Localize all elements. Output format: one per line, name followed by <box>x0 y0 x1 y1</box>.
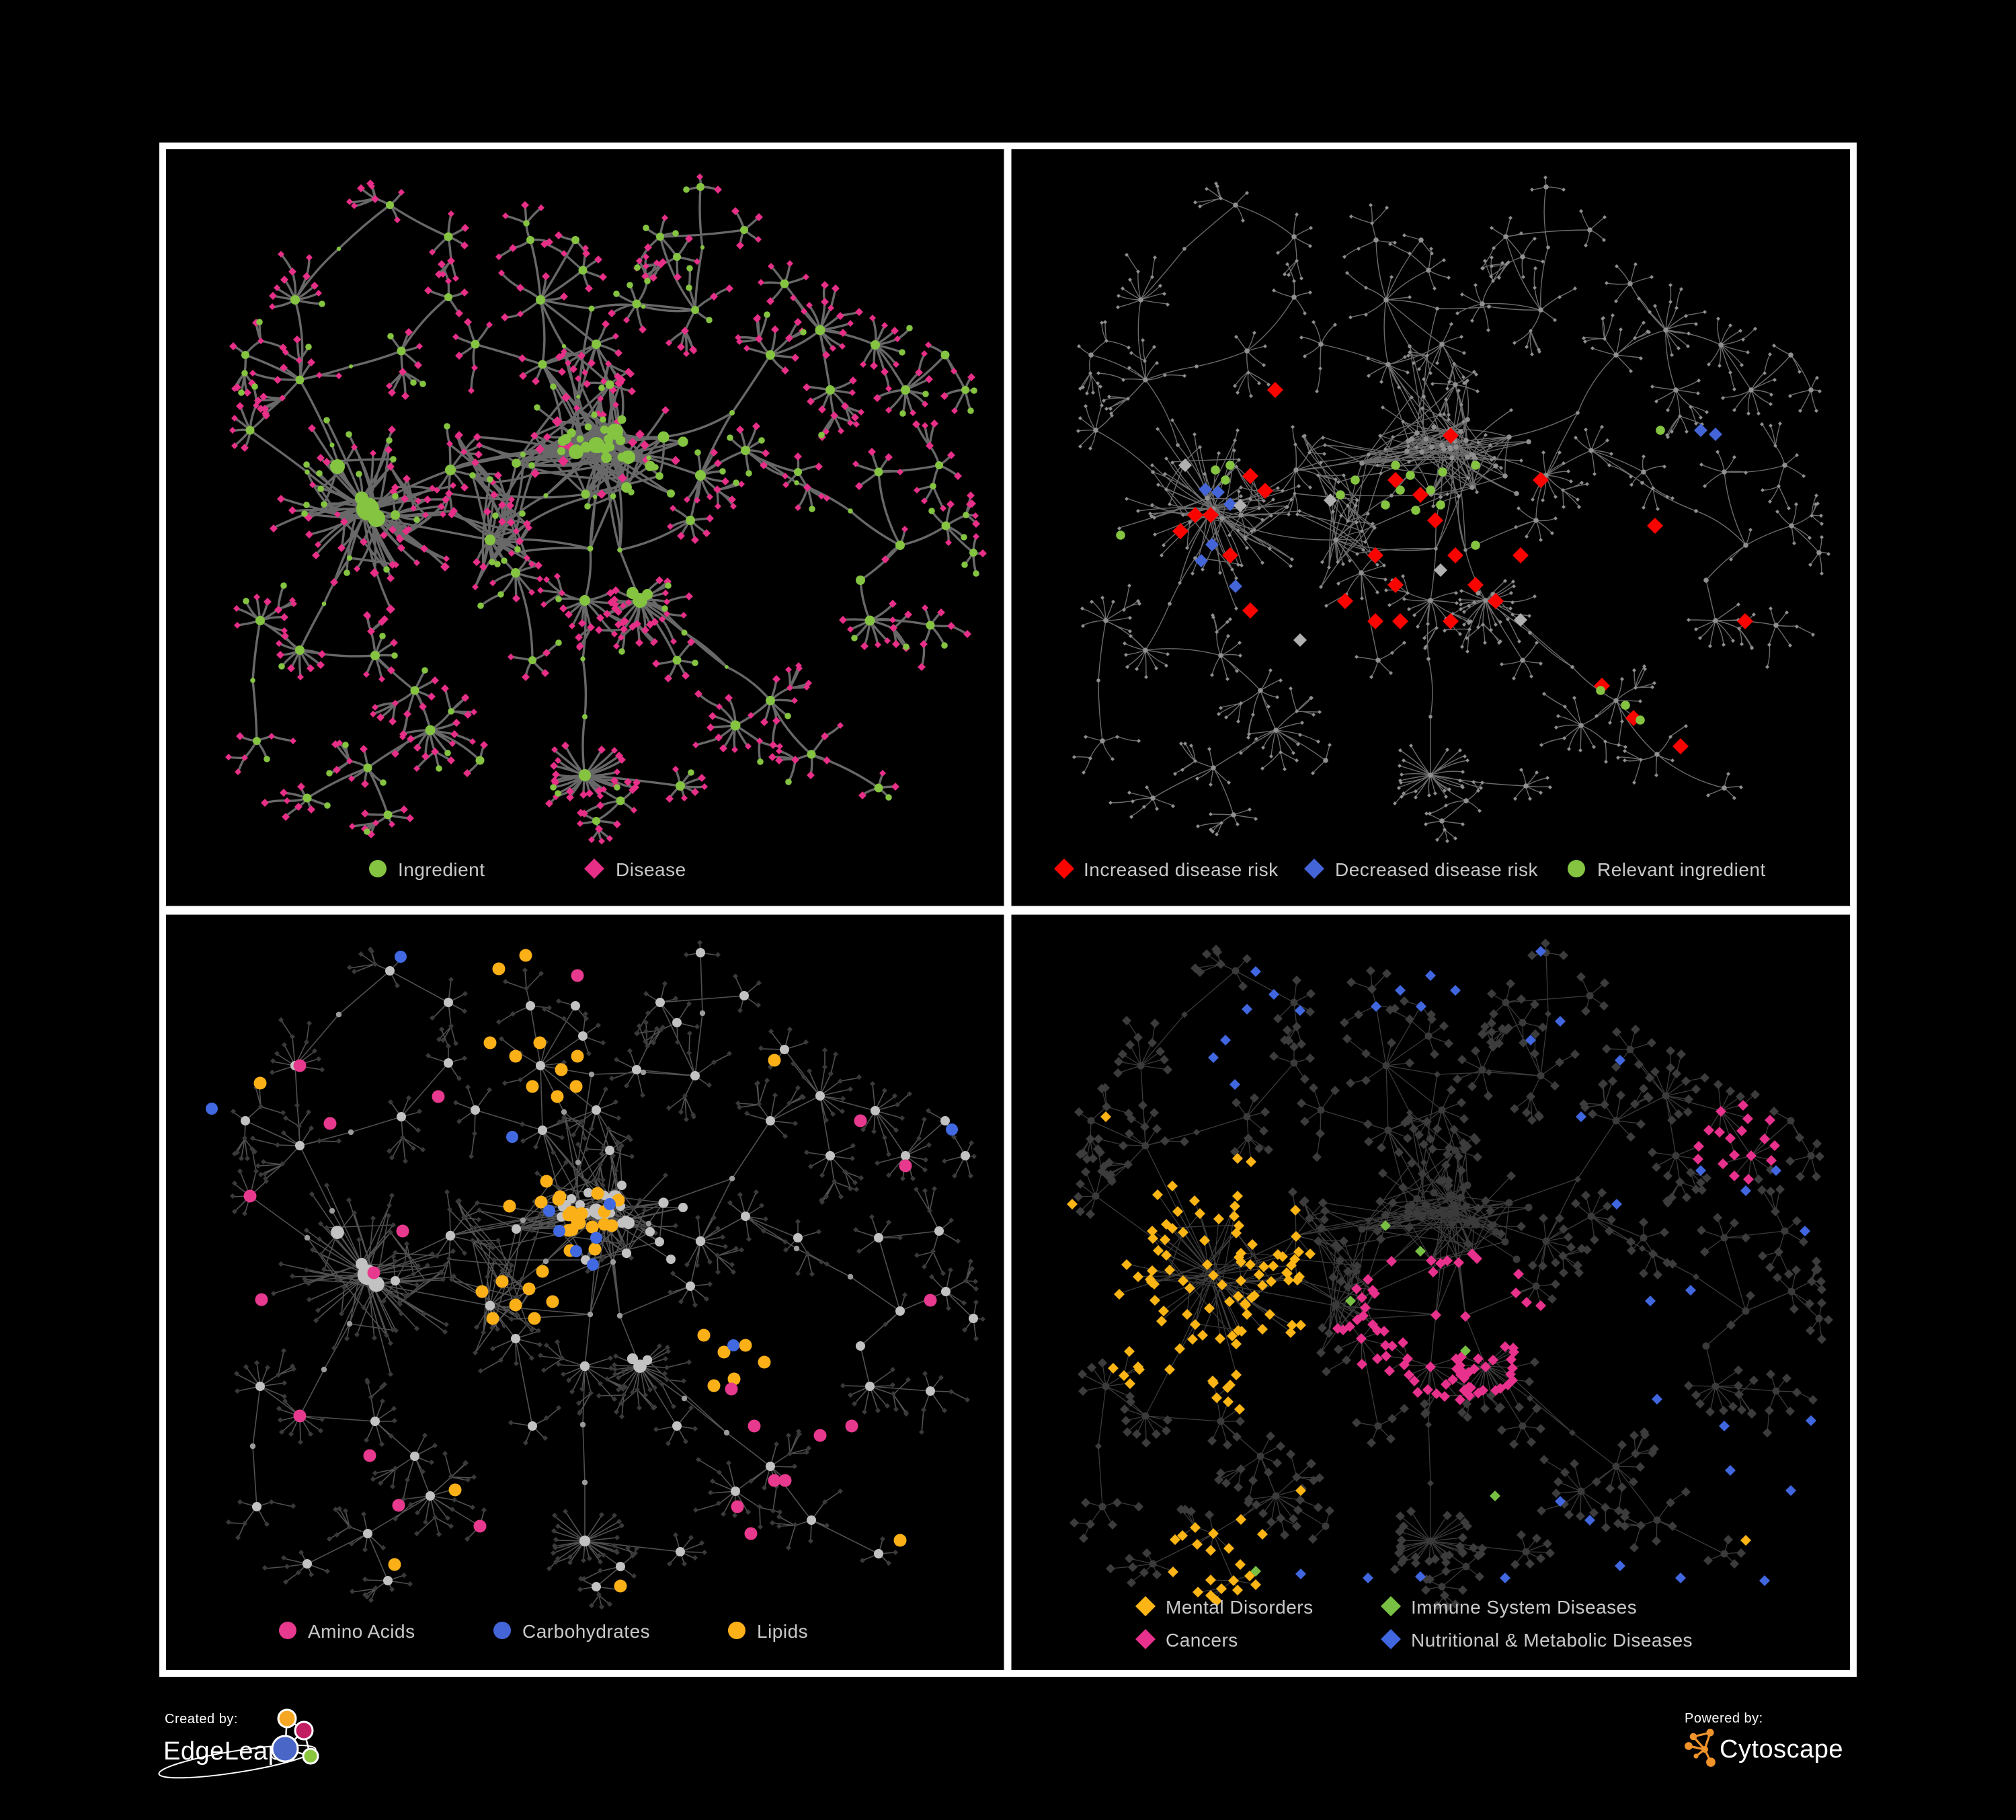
svg-text:Created by:: Created by: <box>165 1712 238 1727</box>
svg-text:Relevant ingredient: Relevant ingredient <box>1597 859 1766 880</box>
svg-text:Amino Acids: Amino Acids <box>308 1621 415 1642</box>
svg-text:Disease: Disease <box>616 859 686 880</box>
svg-text:Decreased disease risk: Decreased disease risk <box>1335 859 1539 880</box>
svg-text:Ingredient: Ingredient <box>398 859 485 880</box>
svg-text:Increased disease risk: Increased disease risk <box>1084 859 1279 880</box>
svg-text:Powered by:: Powered by: <box>1685 1711 1763 1726</box>
svg-text:Cancers: Cancers <box>1166 1630 1238 1651</box>
svg-text:Mental Disorders: Mental Disorders <box>1166 1597 1314 1618</box>
svg-text:Lipids: Lipids <box>757 1621 808 1642</box>
svg-text:Immune System Diseases: Immune System Diseases <box>1411 1597 1637 1618</box>
svg-text:Cytoscape: Cytoscape <box>1720 1735 1843 1764</box>
svg-text:EdgeLeap: EdgeLeap <box>163 1737 282 1766</box>
svg-text:Nutritional & Metabolic Diseas: Nutritional & Metabolic Diseases <box>1411 1630 1693 1651</box>
svg-text:Carbohydrates: Carbohydrates <box>522 1621 650 1642</box>
